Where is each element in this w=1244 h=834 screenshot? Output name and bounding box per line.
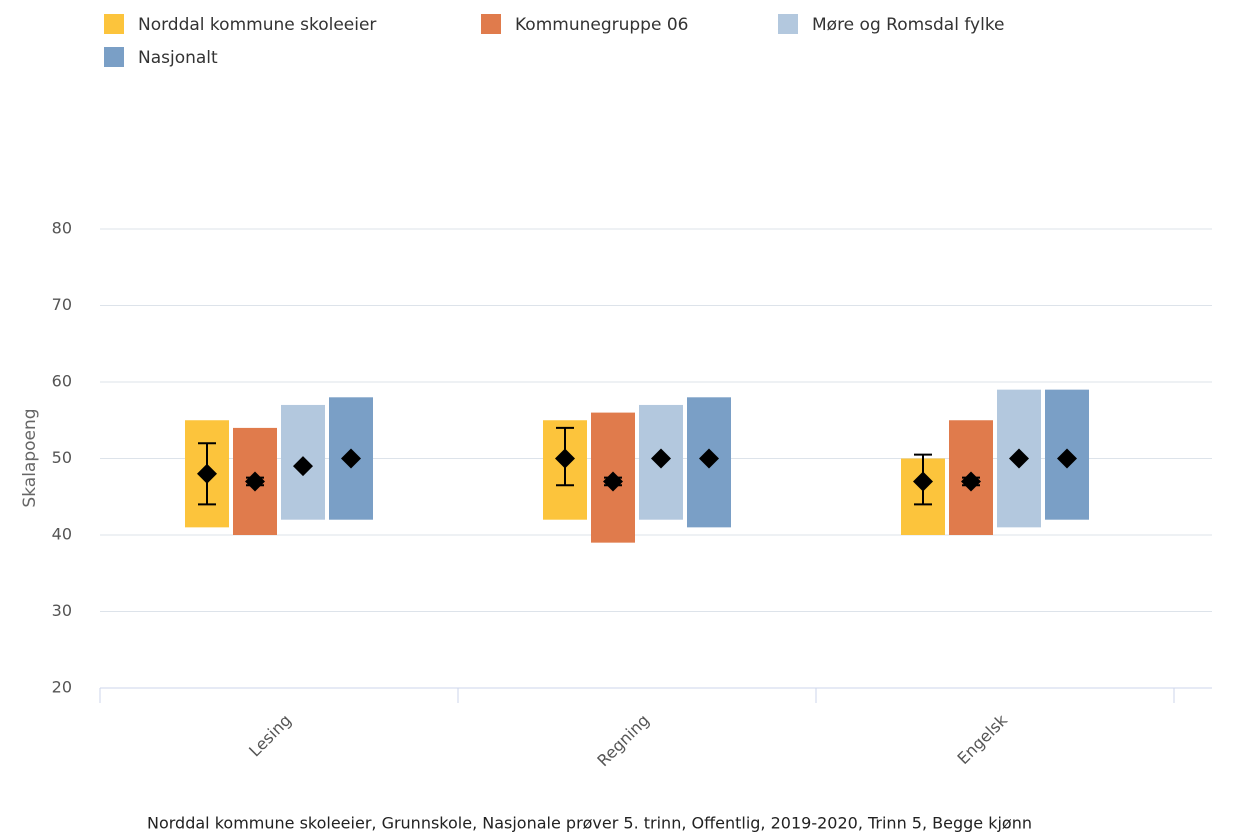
- y-tick-label: 70: [52, 295, 72, 314]
- mean-marker: [1057, 448, 1077, 469]
- mean-marker: [341, 448, 361, 469]
- mean-marker: [1009, 448, 1029, 469]
- y-tick-label: 80: [52, 219, 72, 238]
- mean-marker: [293, 456, 313, 477]
- y-tick-label: 40: [52, 525, 72, 544]
- legend-label: Nasjonalt: [138, 48, 218, 68]
- mean-marker: [961, 471, 981, 492]
- y-tick-label: 30: [52, 601, 72, 620]
- legend-label: Møre og Romsdal fylke: [812, 15, 1005, 35]
- legend-label: Kommunegruppe 06: [515, 15, 688, 35]
- mean-marker: [245, 471, 265, 492]
- mean-marker: [651, 448, 671, 469]
- y-tick-label: 50: [52, 448, 72, 467]
- mean-marker: [699, 448, 719, 469]
- y-tick-label: 60: [52, 372, 72, 391]
- mean-marker: [197, 463, 217, 484]
- mean-marker: [555, 448, 575, 469]
- legend-label: Norddal kommune skoleeier: [138, 15, 376, 35]
- legend-swatch: [104, 14, 124, 34]
- legend-swatch: [481, 14, 501, 34]
- x-tick-label: Regning: [593, 711, 653, 771]
- x-tick-label: Engelsk: [954, 710, 1012, 768]
- legend-swatch: [778, 14, 798, 34]
- y-tick-label: 20: [52, 678, 72, 697]
- y-axis-label: Skalapoeng: [20, 408, 40, 507]
- mean-marker: [603, 471, 623, 492]
- legend-swatch: [104, 47, 124, 67]
- mean-marker: [913, 471, 933, 492]
- x-tick-label: Lesing: [245, 711, 295, 761]
- footnote: Norddal kommune skoleeier, Grunnskole, N…: [147, 814, 1032, 833]
